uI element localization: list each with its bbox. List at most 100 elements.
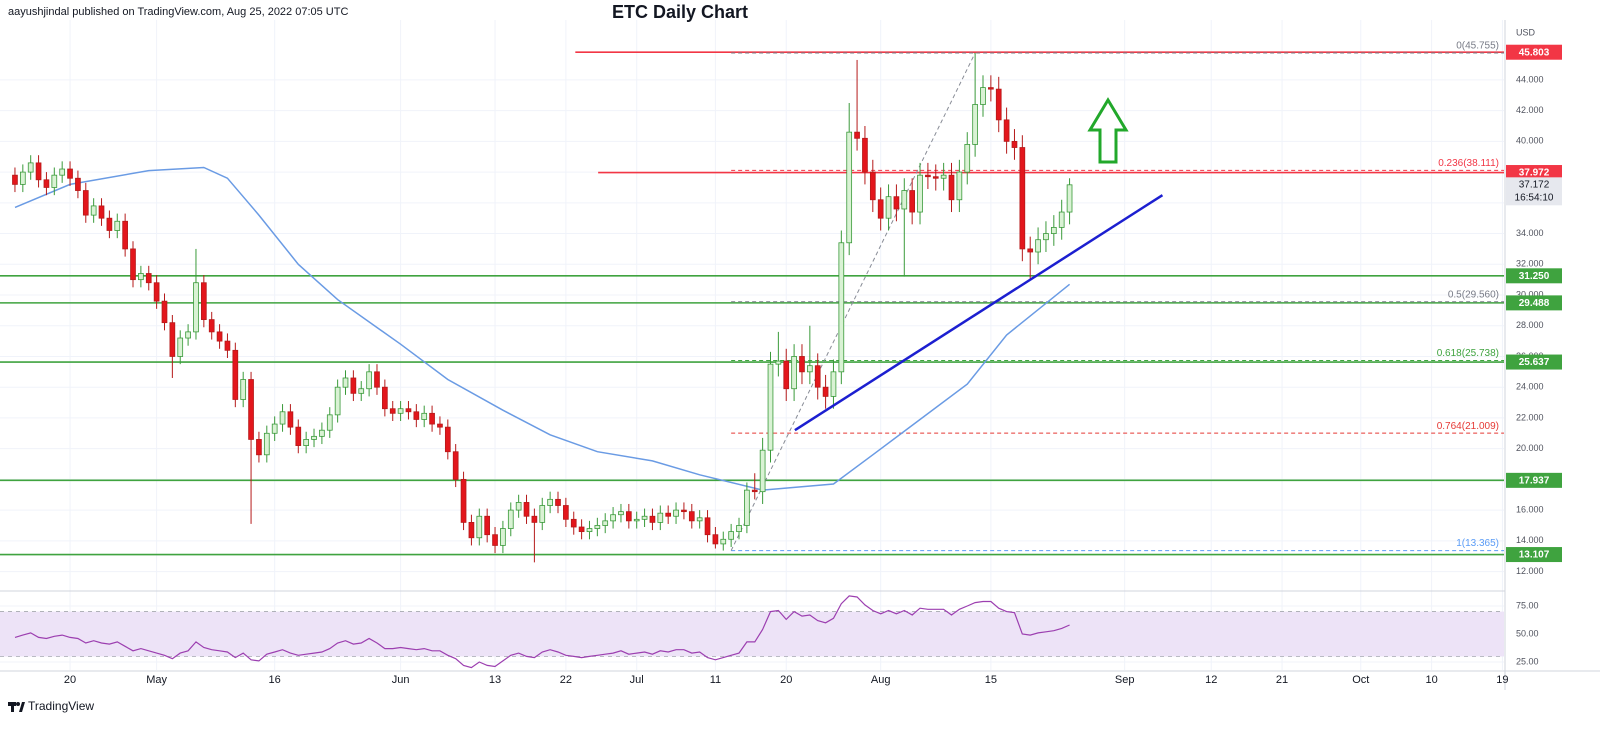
x-tick-label: 20 [780, 674, 792, 686]
level-label: 45.803 [1519, 47, 1550, 58]
logo-icon [8, 702, 25, 712]
candle-body [767, 363, 774, 451]
candle-body [696, 517, 703, 522]
candle-body [311, 435, 317, 440]
x-tick-label: Oct [1352, 674, 1369, 686]
x-tick-label: 10 [1425, 674, 1437, 686]
candle-body [27, 162, 34, 173]
candle-body [578, 526, 585, 533]
candle-body [830, 371, 837, 397]
candle-body [618, 511, 624, 516]
candle-body [397, 408, 404, 414]
candle-body [925, 174, 931, 178]
candle-body [1066, 184, 1073, 213]
candle-body [350, 377, 357, 394]
y-tick-label: 30.000 [1516, 289, 1544, 299]
candle-body [531, 515, 538, 523]
rsi-band [0, 611, 1504, 657]
candle-body [326, 414, 333, 431]
candle-body [405, 408, 412, 413]
candle-body [12, 174, 18, 185]
candle-body [846, 131, 853, 244]
candle-body [917, 174, 923, 213]
candle-body [382, 386, 388, 410]
x-tick-label: Jul [630, 674, 644, 686]
fib-label: 0.5(29.560) [1448, 289, 1499, 300]
fib-label: 1(13.365) [1456, 538, 1499, 549]
candle-body [555, 498, 561, 506]
level-label: 25.637 [1519, 357, 1550, 368]
candle-body [90, 205, 97, 216]
candle-body [807, 365, 813, 373]
rsi-tick-label: 25.00 [1516, 656, 1539, 666]
y-tick-label: 16.000 [1516, 504, 1544, 514]
candle-body [193, 282, 199, 333]
y-tick-label: 44.000 [1516, 74, 1544, 84]
candle-body [940, 174, 947, 179]
candle-body [893, 196, 900, 210]
candle-body [539, 505, 546, 523]
candle-body [1043, 233, 1049, 241]
candle-body [799, 356, 805, 373]
candle-body [413, 411, 420, 420]
candle-body [547, 498, 553, 506]
fib-label: 0.236(38.111) [1438, 158, 1499, 169]
candle-body [901, 190, 908, 210]
level-box [1506, 472, 1562, 488]
candle-body [177, 337, 184, 357]
candle-body [673, 509, 679, 517]
fib-diagonal [730, 52, 976, 551]
candle-body [19, 171, 26, 185]
candle-body [59, 168, 66, 176]
candle-body [437, 423, 443, 428]
candle-body [783, 360, 790, 390]
rsi-line [14, 595, 1070, 669]
candle-body [122, 220, 128, 250]
x-tick-label: Jun [392, 674, 410, 686]
candle-body [563, 505, 569, 520]
candle-body [240, 379, 247, 400]
candle-body [751, 489, 758, 493]
axes: 20 May 16 Jun 13 22 Jul 11 20 Aug 15 Sep 12 21 Oct 10 19… [64, 44, 1562, 686]
candle-body [444, 426, 451, 453]
candle-body [610, 514, 616, 522]
logo-dot [16, 702, 20, 706]
candle-body [271, 423, 278, 434]
candle-body [138, 273, 144, 281]
x-tick-label: 21 [1276, 674, 1288, 686]
candle-body [492, 534, 498, 546]
candle-body [523, 502, 530, 517]
level-label: 29.488 [1519, 298, 1550, 309]
candle-body [161, 300, 168, 324]
level-box [1506, 268, 1562, 284]
level-box [1506, 354, 1562, 370]
x-tick-label: 15 [985, 674, 997, 686]
candle-body [468, 521, 475, 539]
candle-body [507, 509, 514, 529]
candle-body [75, 177, 81, 191]
candle-body [476, 515, 483, 539]
candle-body [744, 489, 750, 526]
level-box [1506, 44, 1562, 60]
candle-body [594, 525, 601, 529]
level-box [1506, 165, 1562, 181]
candle-body [256, 439, 262, 456]
candle-body [334, 386, 341, 416]
candle-body [814, 365, 821, 388]
candle-body [303, 439, 309, 446]
y-tick-label: 22.000 [1516, 412, 1544, 422]
candle-body [988, 87, 994, 90]
candle-body [791, 356, 797, 390]
logo-stem [11, 702, 14, 712]
candle-body [366, 371, 372, 390]
candle-body [932, 176, 939, 179]
candle-body [995, 88, 1002, 121]
candle-body [964, 144, 971, 173]
level-box [1506, 295, 1562, 311]
rsi-tick-label: 75.00 [1516, 600, 1539, 610]
candle-body [200, 282, 207, 320]
logo-text: TradingView [28, 699, 94, 713]
candle-body [224, 340, 231, 351]
candle-body [1035, 239, 1041, 253]
